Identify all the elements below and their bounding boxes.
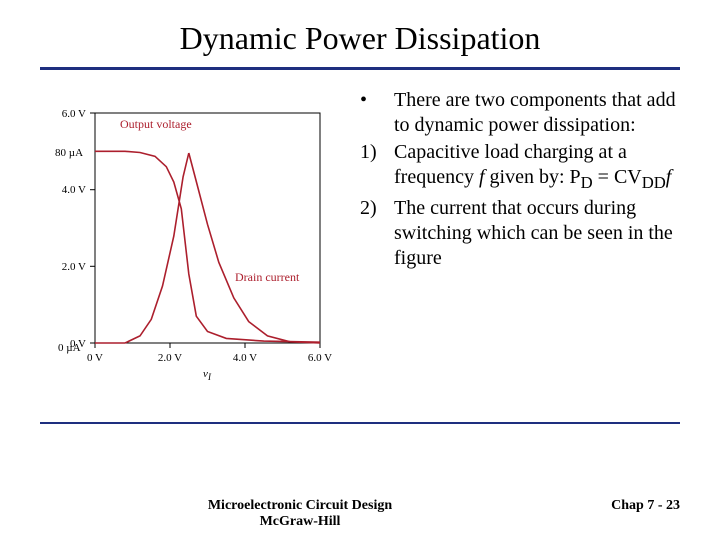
- bullet-intro: • There are two components that add to d…: [360, 88, 680, 138]
- content-area: 6.0 V 4.0 V 2.0 V 0 V 80 µA 0 µA 0 V 2.0…: [40, 88, 680, 408]
- b1-mid: given by: P: [485, 166, 581, 188]
- bullet-mark-1: 1): [360, 140, 394, 194]
- footer-page: Chap 7 - 23: [611, 498, 680, 514]
- bullet-mark-2: 2): [360, 196, 394, 271]
- drain-current-curve-right: [189, 153, 320, 343]
- xtick-6v: 6.0 V: [308, 352, 332, 364]
- output-voltage-curve: [95, 151, 320, 342]
- footer-publisher: McGraw-Hill: [140, 514, 460, 530]
- xtick-0v: 0 V: [87, 352, 103, 364]
- voltage-current-chart: 6.0 V 4.0 V 2.0 V 0 V 80 µA 0 µA 0 V 2.0…: [40, 88, 350, 398]
- footer-rule: [40, 422, 680, 424]
- ytick-0ua: 0 µA: [58, 342, 81, 354]
- ytick-4v: 4.0 V: [62, 184, 86, 196]
- b1-eq: = CV: [593, 166, 642, 188]
- x-axis-label: vI: [203, 368, 212, 382]
- legend-drain-current: Drain current: [235, 270, 300, 284]
- b1-f2: f: [666, 166, 672, 188]
- footer: Microelectronic Circuit Design McGraw-Hi…: [40, 498, 680, 530]
- right-axis: 80 µA 0 µA: [55, 147, 83, 354]
- ytick-80ua: 80 µA: [55, 147, 83, 159]
- bullet-list: • There are two components that add to d…: [360, 88, 680, 408]
- bullet-1-text: Capacitive load charging at a frequency …: [394, 140, 680, 194]
- footer-left: Microelectronic Circuit Design McGraw-Hi…: [140, 498, 460, 530]
- footer-book-title: Microelectronic Circuit Design: [140, 498, 460, 514]
- chart-container: 6.0 V 4.0 V 2.0 V 0 V 80 µA 0 µA 0 V 2.0…: [40, 88, 350, 408]
- xtick-4v: 4.0 V: [233, 352, 257, 364]
- plot-frame: [95, 113, 320, 343]
- drain-current-curve-left: [95, 153, 189, 343]
- bullet-mark-dot: •: [360, 88, 394, 138]
- title-rule: [40, 67, 680, 70]
- bullet-intro-text: There are two components that add to dyn…: [394, 88, 680, 138]
- ytick-6v: 6.0 V: [62, 108, 86, 120]
- xtick-2v: 2.0 V: [158, 352, 182, 364]
- b1-sub-dd: DD: [642, 173, 666, 192]
- ytick-2v: 2.0 V: [62, 261, 86, 273]
- legend-output-voltage: Output voltage: [120, 117, 192, 131]
- b1-sub-d: D: [581, 173, 593, 192]
- bullet-2: 2) The current that occurs during switch…: [360, 196, 680, 271]
- page-title: Dynamic Power Dissipation: [40, 20, 680, 57]
- bullet-2-text: The current that occurs during switching…: [394, 196, 680, 271]
- x-axis: 0 V 2.0 V 4.0 V 6.0 V vI: [87, 343, 332, 382]
- bullet-1: 1) Capacitive load charging at a frequen…: [360, 140, 680, 194]
- left-axis: 6.0 V 4.0 V 2.0 V 0 V: [62, 108, 95, 350]
